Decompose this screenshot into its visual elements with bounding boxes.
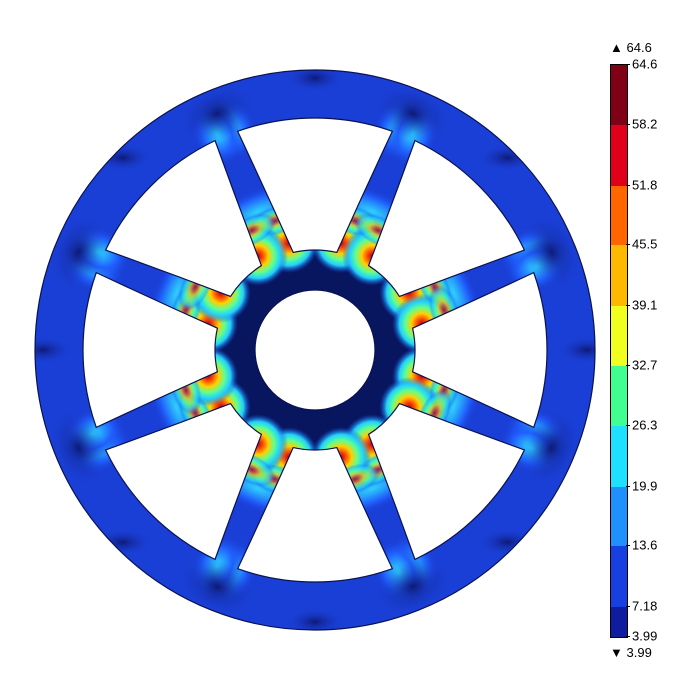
colorbar-segment	[611, 487, 627, 546]
contour-plot	[20, 55, 610, 645]
triangle-up-icon: ▲	[610, 40, 623, 55]
colorbar-tick-label: 32.7	[632, 358, 657, 373]
colorbar-segment	[611, 65, 627, 125]
colorbar-tick	[626, 64, 630, 65]
colorbar-tick-label: 51.8	[632, 177, 657, 192]
colorbar-tick	[626, 636, 630, 637]
colorbar-segment	[611, 546, 627, 607]
colorbar: ▲ 64.6 ▼ 3.99 64.6 58.2 51.8 45.5 39.1 32.7 26…	[610, 40, 685, 660]
colorbar-segment	[611, 607, 627, 637]
colorbar-tick-label: 7.18	[632, 598, 657, 613]
colorbar-segment	[611, 125, 627, 185]
colorbar-tick	[626, 185, 630, 186]
colorbar-segment	[611, 186, 627, 245]
colorbar-bar	[610, 64, 628, 638]
colorbar-tick	[626, 244, 630, 245]
colorbar-tick	[626, 606, 630, 607]
colorbar-tick-label: 13.6	[632, 538, 657, 553]
triangle-down-icon: ▼	[610, 645, 623, 660]
colorbar-tick	[626, 305, 630, 306]
colorbar-segment	[611, 245, 627, 305]
colorbar-tick	[626, 425, 630, 426]
colorbar-min-marker: ▼ 3.99	[610, 645, 652, 660]
colorbar-tick	[626, 486, 630, 487]
colorbar-segment	[611, 306, 627, 366]
colorbar-tick-label: 58.2	[632, 117, 657, 132]
colorbar-tick-label: 64.6	[632, 57, 657, 72]
colorbar-tick-label: 3.99	[632, 629, 657, 644]
colorbar-tick-label: 45.5	[632, 237, 657, 252]
colorbar-tick	[626, 124, 630, 125]
colorbar-tick	[626, 365, 630, 366]
colorbar-tick-label: 39.1	[632, 297, 657, 312]
colorbar-min-value: 3.99	[627, 645, 652, 660]
colorbar-tick	[626, 545, 630, 546]
colorbar-segment	[611, 426, 627, 486]
colorbar-segment	[611, 366, 627, 426]
colorbar-max-marker: ▲ 64.6	[610, 40, 652, 55]
colorbar-tick-label: 26.3	[632, 418, 657, 433]
colorbar-tick-label: 19.9	[632, 478, 657, 493]
colorbar-max-value: 64.6	[627, 40, 652, 55]
